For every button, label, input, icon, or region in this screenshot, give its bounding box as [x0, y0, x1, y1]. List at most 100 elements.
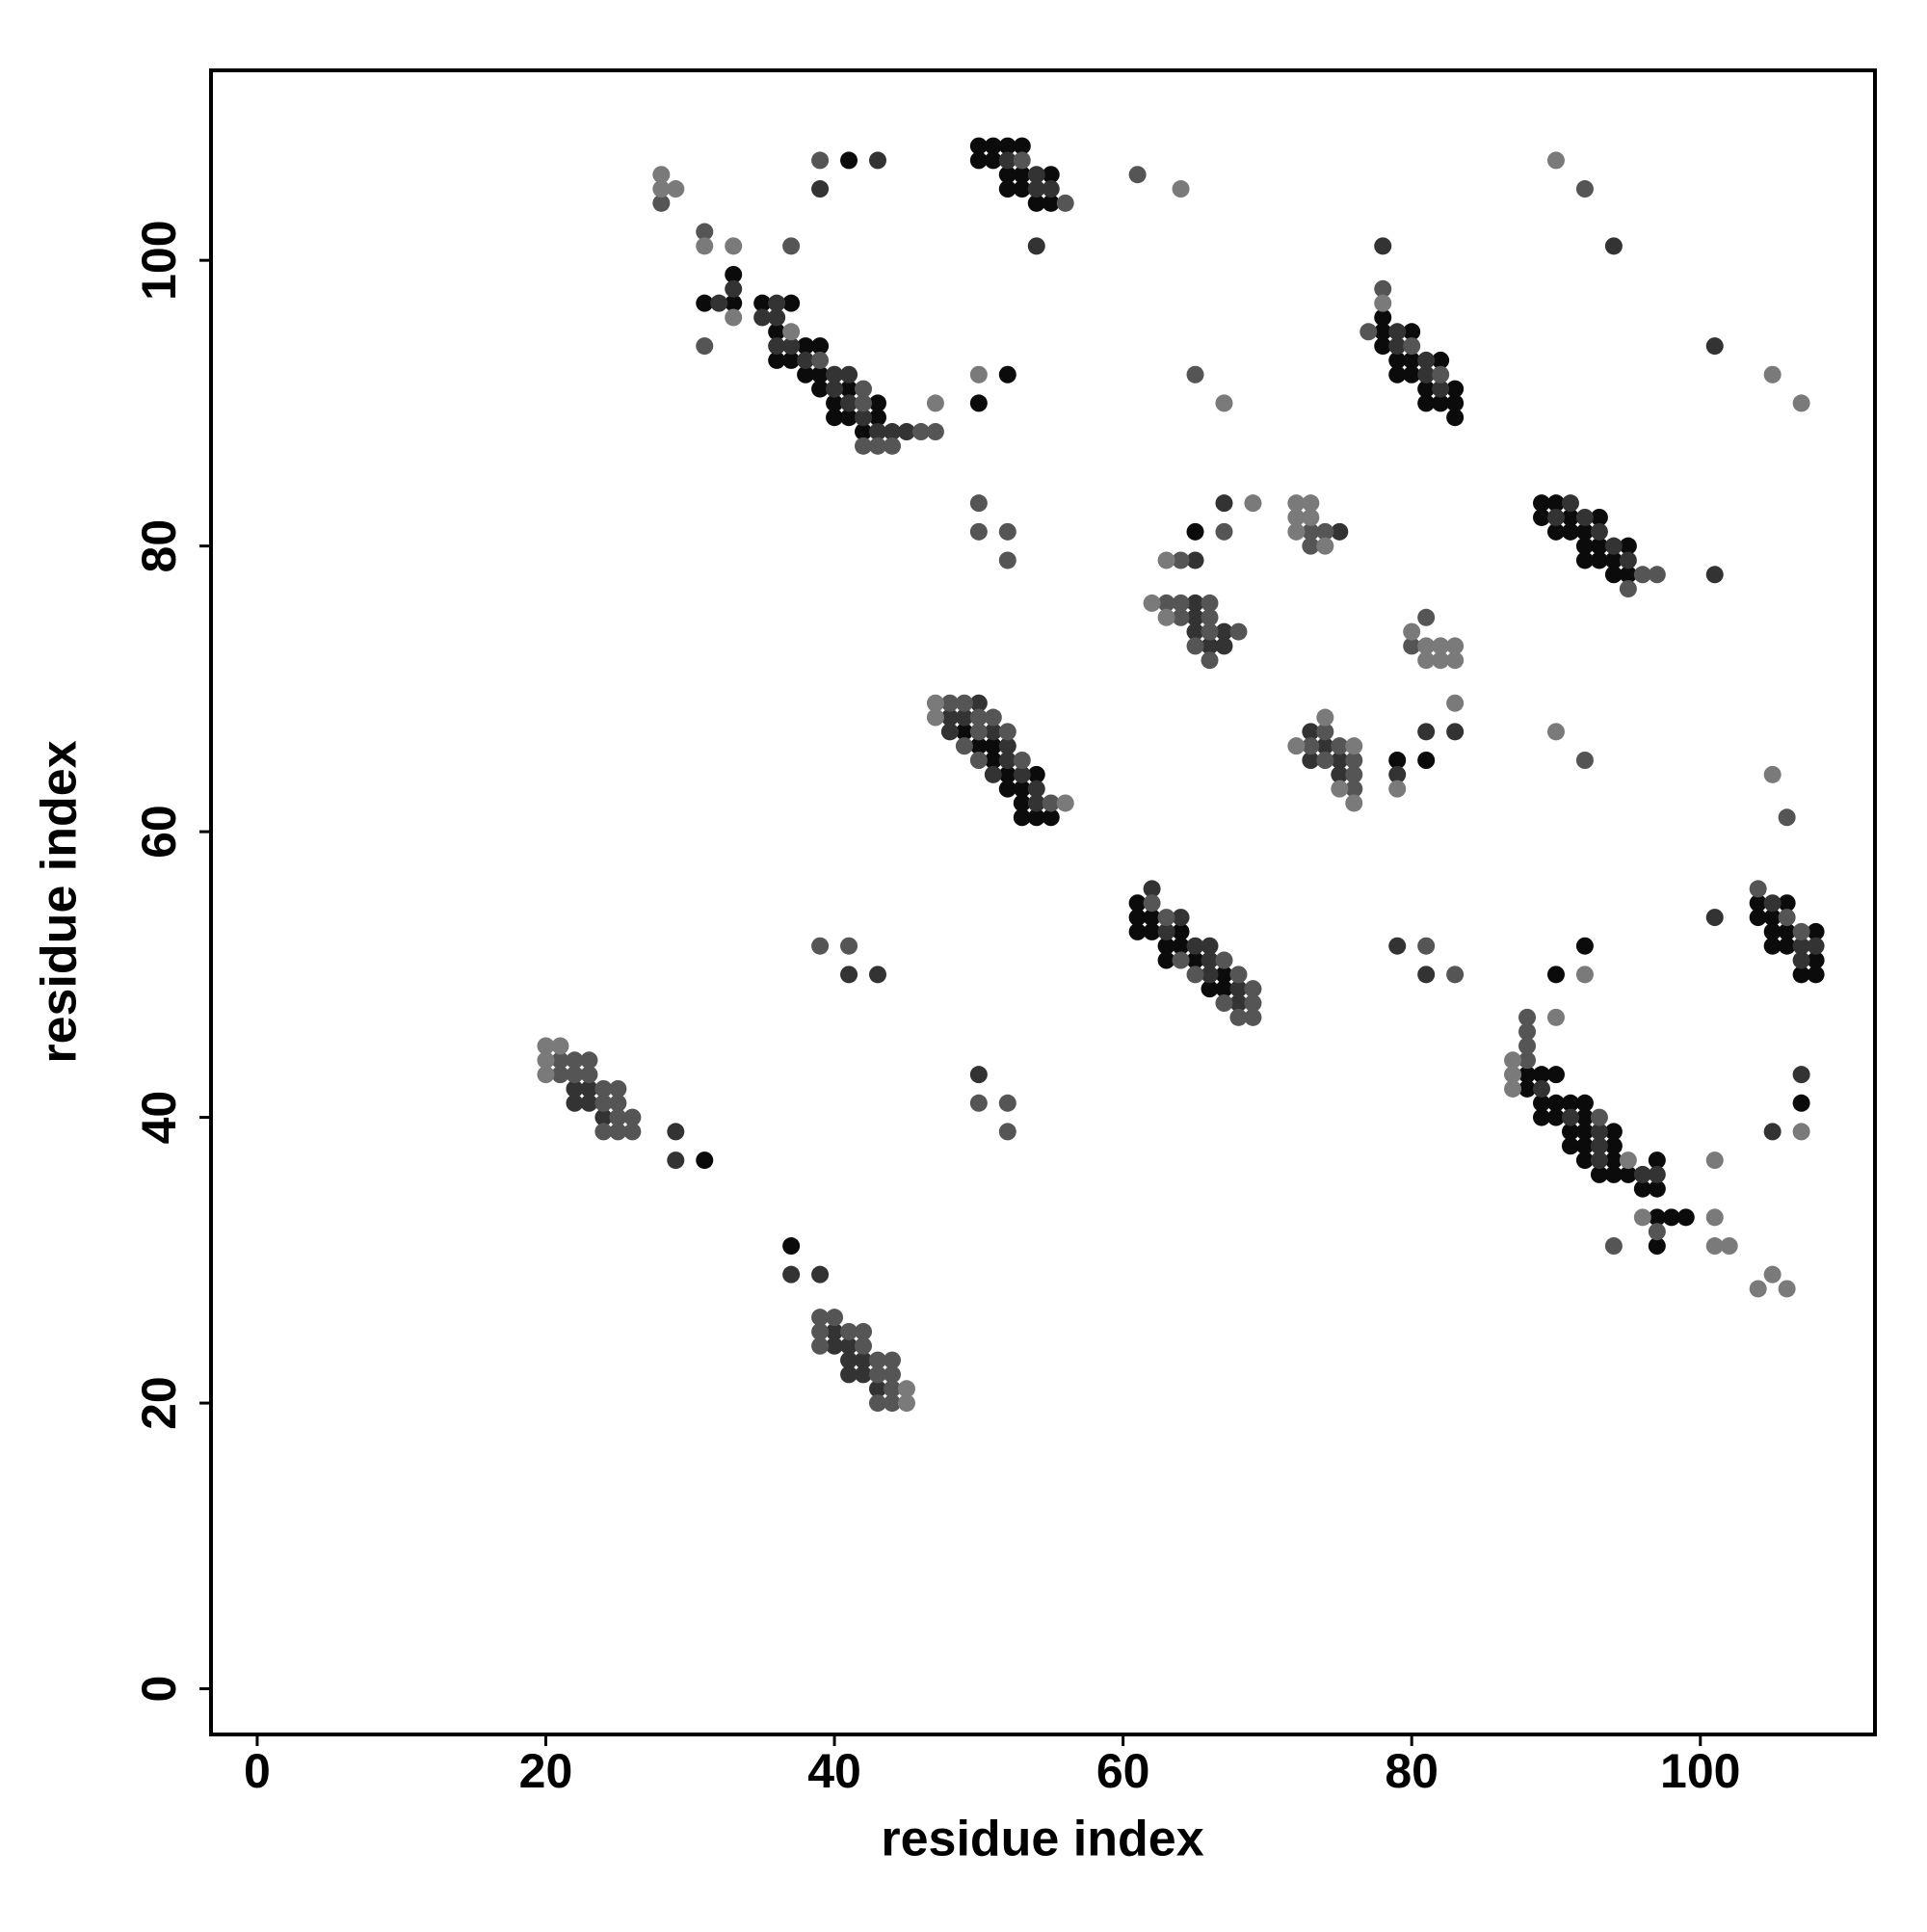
point	[1546, 508, 1565, 526]
point	[1763, 922, 1782, 940]
point	[768, 337, 786, 356]
point	[1590, 537, 1608, 555]
point	[1201, 637, 1219, 655]
point	[855, 1365, 873, 1384]
point	[782, 294, 801, 312]
point	[1417, 651, 1436, 670]
point	[652, 194, 671, 212]
point	[537, 1037, 555, 1055]
point	[969, 723, 988, 741]
x-tick-label: 100	[1660, 1744, 1740, 1798]
point	[1792, 922, 1810, 940]
y-tick-label: 40	[132, 1091, 186, 1145]
point	[811, 1265, 830, 1284]
point	[1590, 1137, 1608, 1155]
point	[883, 437, 901, 455]
point	[782, 323, 801, 341]
point	[1792, 1094, 1810, 1112]
point	[969, 1066, 988, 1084]
point	[1417, 937, 1436, 955]
point	[1575, 1094, 1594, 1112]
point	[969, 137, 988, 155]
point	[826, 1309, 844, 1327]
point	[652, 180, 671, 198]
point	[1157, 922, 1175, 940]
point	[811, 1322, 830, 1340]
point	[840, 1337, 858, 1355]
point	[840, 966, 858, 984]
point	[1027, 180, 1045, 198]
point	[1244, 994, 1262, 1013]
point	[1705, 566, 1724, 584]
point	[1648, 1151, 1666, 1170]
point	[1561, 1094, 1579, 1112]
point	[1143, 909, 1161, 927]
point	[1374, 337, 1392, 356]
point	[1807, 966, 1825, 984]
point	[1388, 351, 1407, 369]
point	[1388, 765, 1407, 783]
point	[811, 937, 830, 955]
y-tick-label: 100	[132, 220, 186, 300]
point	[1287, 522, 1306, 541]
point	[855, 1337, 873, 1355]
point	[1229, 994, 1248, 1013]
point	[1749, 909, 1767, 927]
point	[811, 351, 830, 369]
point	[1518, 1008, 1537, 1026]
point	[537, 1066, 555, 1084]
point	[551, 1066, 569, 1084]
point	[1215, 980, 1233, 998]
point	[868, 1394, 886, 1413]
point	[1027, 794, 1045, 812]
point	[782, 337, 801, 356]
point	[1432, 380, 1450, 398]
x-tick-label: 0	[244, 1744, 271, 1798]
point	[998, 180, 1016, 198]
point	[1533, 1079, 1551, 1098]
point	[1575, 1137, 1594, 1155]
point	[667, 1123, 685, 1141]
point	[594, 1123, 613, 1141]
point	[1590, 1151, 1608, 1170]
point	[1403, 351, 1421, 369]
point	[969, 737, 988, 755]
point	[566, 1094, 584, 1112]
point	[1186, 951, 1204, 969]
point	[1128, 922, 1147, 940]
point	[1229, 1008, 1248, 1026]
points	[537, 137, 1825, 1413]
point	[1590, 1165, 1608, 1183]
point	[1316, 537, 1334, 555]
point	[826, 394, 844, 412]
point	[868, 151, 886, 170]
point	[1027, 194, 1045, 212]
y-tick-label: 20	[132, 1376, 186, 1430]
point	[1417, 752, 1436, 770]
point	[840, 1322, 858, 1340]
point	[1056, 794, 1074, 812]
point	[782, 1265, 801, 1284]
point	[1331, 752, 1349, 770]
point	[1157, 909, 1175, 927]
point	[1417, 380, 1436, 398]
point	[1604, 537, 1623, 555]
point	[1302, 522, 1320, 541]
point	[1561, 494, 1579, 513]
point	[897, 423, 915, 441]
point	[1229, 966, 1248, 984]
point	[1374, 294, 1392, 312]
point	[955, 723, 973, 741]
point	[868, 1380, 886, 1398]
point	[1302, 537, 1320, 555]
point	[1546, 494, 1565, 513]
point	[1590, 1108, 1608, 1126]
point	[797, 365, 815, 384]
point	[998, 752, 1016, 770]
point	[1417, 723, 1436, 741]
point	[551, 1051, 569, 1070]
x-tick-label: 20	[519, 1744, 573, 1798]
point	[1590, 551, 1608, 569]
point	[1013, 752, 1031, 770]
point	[1575, 537, 1594, 555]
